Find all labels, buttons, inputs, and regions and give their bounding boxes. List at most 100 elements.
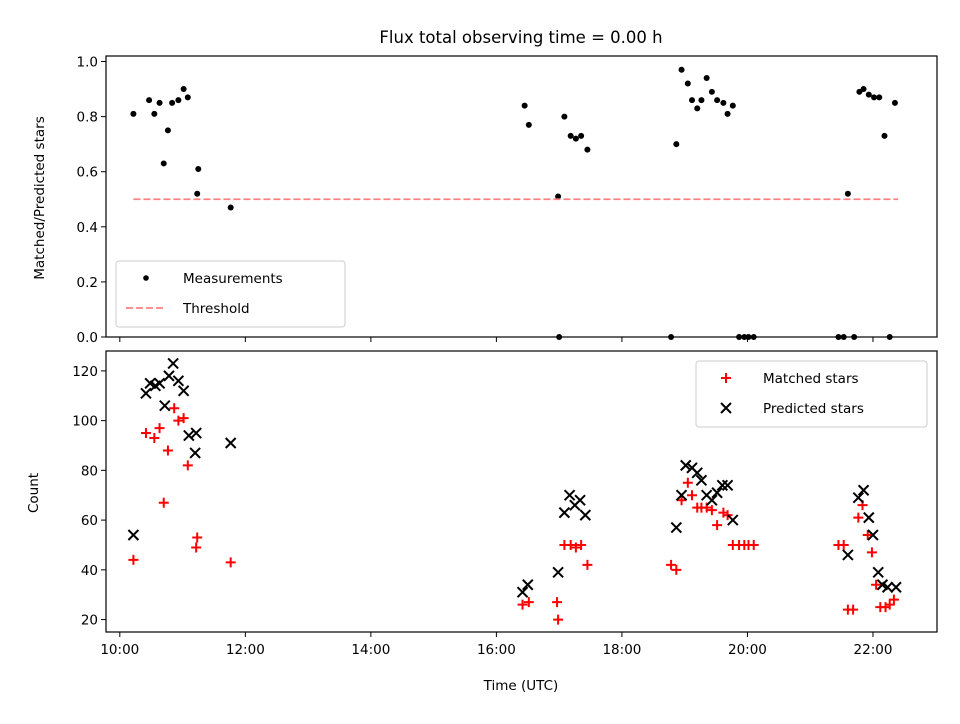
top-ytick-label: 0.0 xyxy=(77,330,98,346)
measurement-point xyxy=(720,99,727,106)
measurement-point xyxy=(555,193,562,200)
predicted-star-point xyxy=(563,489,576,501)
top-ytick-label: 0.8 xyxy=(77,110,98,126)
measurement-point xyxy=(184,94,191,101)
legend-label: Predicted stars xyxy=(763,401,864,417)
matched-star-point xyxy=(553,614,564,625)
predicted-star-point xyxy=(574,494,586,506)
measurement-point xyxy=(521,102,528,109)
matched-star-point xyxy=(154,423,165,434)
matched-star-point xyxy=(158,497,169,508)
bottom-xtick-label: 10:00 xyxy=(100,642,139,658)
figure-title: Flux total observing time = 0.00 h xyxy=(379,28,662,47)
bottom-ytick-label: 60 xyxy=(81,513,98,529)
predicted-star-point xyxy=(167,357,179,370)
measurement-point xyxy=(694,105,701,112)
predicted-star-point xyxy=(716,479,729,491)
top-ytick-label: 0.2 xyxy=(77,275,98,291)
matched-star-point xyxy=(191,542,202,553)
predicted-star-point xyxy=(857,484,870,496)
predicted-star-point xyxy=(153,377,166,390)
bottom-series-plus xyxy=(128,403,899,625)
predicted-star-point xyxy=(552,566,564,579)
matched-star-point xyxy=(676,495,687,506)
matched-star-point xyxy=(848,604,859,615)
matched-star-point xyxy=(671,564,682,575)
bottom-legend: Matched stars Predicted stars xyxy=(695,360,928,428)
measurement-point xyxy=(844,190,851,197)
top-ytick-label: 1.0 xyxy=(77,55,98,71)
matched-star-point xyxy=(182,460,193,471)
measurement-point xyxy=(169,99,176,106)
predicted-star-point xyxy=(579,509,592,521)
matched-star-point xyxy=(582,559,593,570)
predicted-star-point xyxy=(890,581,902,593)
predicted-star-point xyxy=(675,489,688,501)
predicted-star-point xyxy=(177,385,190,397)
matched-star-point xyxy=(748,539,759,550)
predicted-star-point xyxy=(852,492,865,504)
measurement-point xyxy=(860,86,867,93)
measurement-point xyxy=(567,132,574,139)
matched-star-point xyxy=(682,477,693,488)
measurement-point xyxy=(876,94,883,101)
predicted-star-point xyxy=(183,429,195,442)
legend-marker-x xyxy=(720,402,732,414)
bottom-xtick-label: 20:00 xyxy=(728,642,767,658)
matched-star-point xyxy=(862,530,873,541)
bottom-ytick-label: 40 xyxy=(81,563,98,579)
measurement-point xyxy=(175,97,182,104)
bottom-ylabel: Count xyxy=(26,473,42,513)
top-axes-frame xyxy=(105,55,938,338)
predicted-star-point xyxy=(140,387,152,399)
top-ytick-label: 0.4 xyxy=(77,220,98,236)
predicted-star-point xyxy=(516,586,529,598)
measurement-point xyxy=(227,204,234,211)
measurement-point xyxy=(689,97,696,104)
matched-star-point xyxy=(866,547,877,558)
matched-star-point xyxy=(173,415,184,426)
measurement-point xyxy=(881,132,888,139)
predicted-star-point xyxy=(172,375,185,387)
measurement-point xyxy=(146,97,153,104)
predicted-star-point xyxy=(163,370,175,382)
matched-star-point xyxy=(140,428,151,439)
measurement-point xyxy=(891,99,898,106)
measurement-point xyxy=(195,165,202,172)
top-panel: Matched/Predicted stars 0.0 0.2 0.4 0.6 0.8 1… xyxy=(32,55,938,346)
matched-star-point xyxy=(128,554,139,565)
matched-star-point xyxy=(570,542,581,553)
predicted-star-point xyxy=(867,529,879,541)
matched-star-point xyxy=(706,505,717,516)
matched-star-point xyxy=(192,532,203,543)
measurement-point xyxy=(561,113,568,120)
measurement-point xyxy=(865,91,872,98)
bottom-axes-frame xyxy=(105,350,938,633)
matched-star-point xyxy=(838,539,849,550)
matched-star-point xyxy=(517,599,528,610)
matched-star-point xyxy=(178,413,189,424)
legend-marker-dot xyxy=(143,275,149,281)
measurement-point xyxy=(729,102,736,109)
measurement-point xyxy=(572,135,579,142)
top-ytick-label: 0.6 xyxy=(77,165,98,181)
predicted-star-point xyxy=(159,400,171,412)
predicted-star-point xyxy=(872,566,884,579)
predicted-star-point xyxy=(881,581,894,593)
matched-star-point xyxy=(853,512,864,523)
predicted-star-point xyxy=(522,579,534,591)
legend-frame xyxy=(115,260,346,328)
measurement-point xyxy=(724,110,731,117)
measurement-point xyxy=(703,75,710,82)
legend-label: Threshold xyxy=(182,301,250,317)
measurement-point xyxy=(194,190,201,197)
measurement-point xyxy=(160,160,167,167)
measurement-point xyxy=(708,88,715,95)
measurement-point xyxy=(525,121,532,128)
bottom-panel: Count Time (UTC) 20 40 60 80 100 120 10:00 12:0… xyxy=(26,350,938,694)
bottom-xtick-label: 16:00 xyxy=(477,642,516,658)
measurement-point xyxy=(156,99,163,106)
measurement-point xyxy=(673,141,680,148)
bottom-xtick-label: 12:00 xyxy=(226,642,265,658)
